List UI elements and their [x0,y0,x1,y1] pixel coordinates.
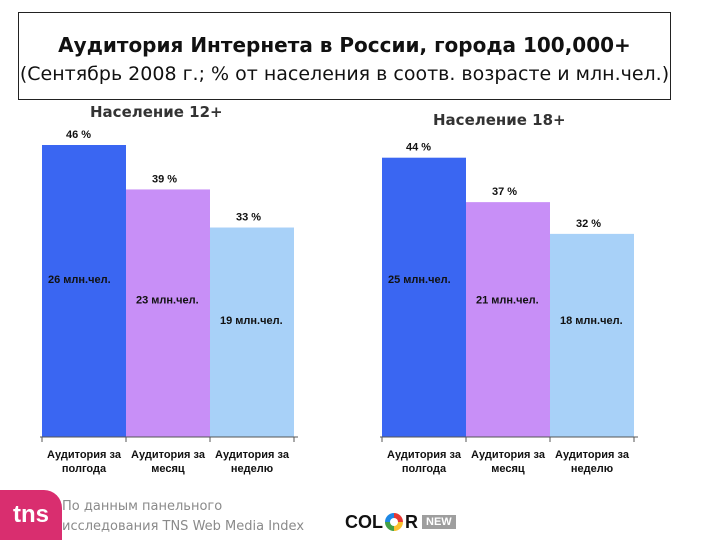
bar-value-label: 33 % [236,212,261,224]
color-new-logo: COL R NEW [345,508,456,536]
bar [126,189,210,437]
chart-title-box: Аудитория Интернета в России, города 100… [18,12,671,100]
chart-subtitle: (Сентябрь 2008 г.; % от населения в соот… [19,63,670,85]
bar-value-label: 46 % [66,129,91,141]
bar-inner-label: 18 млн.чел. [560,315,623,327]
panel-title-18plus: Население 18+ [433,111,566,129]
color-wheel-icon [385,513,403,531]
color-logo-left-text: COL [345,511,383,532]
x-tick-label: месяц [151,463,185,475]
bar-value-label: 37 % [492,186,517,198]
bar [466,202,550,437]
panel-title-12plus: Население 12+ [90,103,223,121]
x-tick-label: Аудитория за [47,449,122,461]
x-tick-label: месяц [491,463,525,475]
x-tick-label: Аудитория за [555,449,630,461]
bar-value-label: 39 % [152,173,177,185]
bar [382,157,466,437]
bar-inner-label: 21 млн.чел. [476,295,539,307]
x-tick-label: Аудитория за [131,449,206,461]
source-note: По данным панельного исследования TNS We… [62,499,305,534]
x-tick-label: Аудитория за [387,449,462,461]
color-logo-right-text: R [405,511,418,532]
bar [210,227,294,437]
bar [42,145,126,437]
x-tick-label: полгода [62,463,107,475]
x-tick-label: полгода [402,463,447,475]
bar-inner-label: 26 млн.чел. [48,274,111,286]
new-badge: NEW [422,515,456,529]
bar-value-label: 32 % [576,218,601,230]
tns-logo: tns [0,490,62,540]
bar-inner-label: 23 млн.чел. [136,295,199,307]
bar-inner-label: 19 млн.чел. [220,315,283,327]
bar [550,233,634,437]
x-tick-label: неделю [571,463,613,475]
bar-inner-label: 25 млн.чел. [388,274,451,286]
x-tick-label: Аудитория за [215,449,290,461]
x-tick-label: неделю [231,463,273,475]
chart-title: Аудитория Интернета в России, города 100… [58,33,631,57]
bar-value-label: 44 % [406,142,431,154]
x-tick-label: Аудитория за [471,449,546,461]
